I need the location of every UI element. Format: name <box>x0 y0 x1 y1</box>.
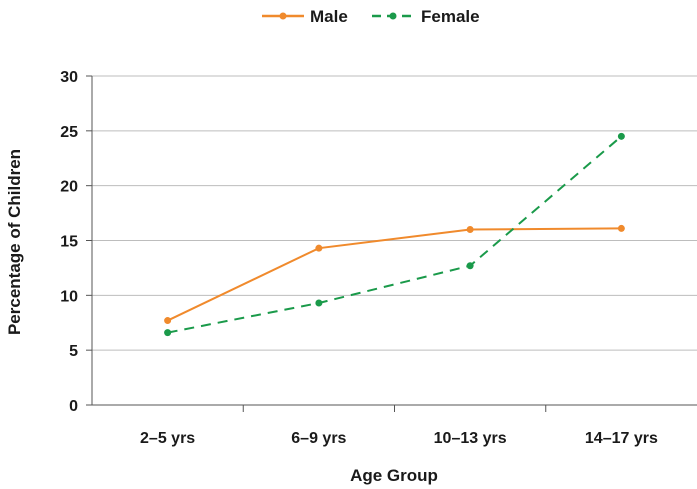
legend-marker-male <box>279 12 287 20</box>
x-tick-label: 2–5 yrs <box>140 430 195 447</box>
data-series <box>164 132 625 337</box>
data-point-male <box>466 226 474 234</box>
data-point-male <box>164 317 172 325</box>
y-tick-label: 20 <box>60 179 78 196</box>
y-tick-label: 25 <box>60 124 78 141</box>
y-tick-label: 5 <box>69 343 78 360</box>
data-point-male <box>617 224 625 232</box>
x-tick-label: 10–13 yrs <box>434 430 507 447</box>
legend-label-male: Male <box>310 7 348 26</box>
legend-marker-female <box>389 12 397 20</box>
y-tick-label: 30 <box>60 69 78 86</box>
data-point-female <box>617 132 625 140</box>
data-point-female <box>315 299 323 307</box>
gridlines <box>92 75 697 351</box>
data-point-female <box>164 329 172 337</box>
x-axis-ticks: 2–5 yrs 6–9 yrs 10–13 yrs 14–17 yrs <box>140 405 658 447</box>
x-tick-label: 14–17 yrs <box>585 430 658 447</box>
y-axis-title: Percentage of Children <box>5 149 24 335</box>
legend: Male Female <box>262 7 480 26</box>
y-tick-label: 0 <box>69 398 78 415</box>
data-point-female <box>466 262 474 270</box>
y-tick-label: 15 <box>60 234 78 251</box>
series-line-male <box>167 227 622 322</box>
y-axis-ticks: 0 5 10 15 20 25 30 <box>60 69 92 415</box>
y-tick-label: 10 <box>60 288 78 305</box>
data-point-male <box>315 244 323 252</box>
series-line-female <box>167 135 623 334</box>
legend-label-female: Female <box>421 7 480 26</box>
x-axis-title: Age Group <box>350 466 438 485</box>
x-tick-label: 6–9 yrs <box>291 430 346 447</box>
